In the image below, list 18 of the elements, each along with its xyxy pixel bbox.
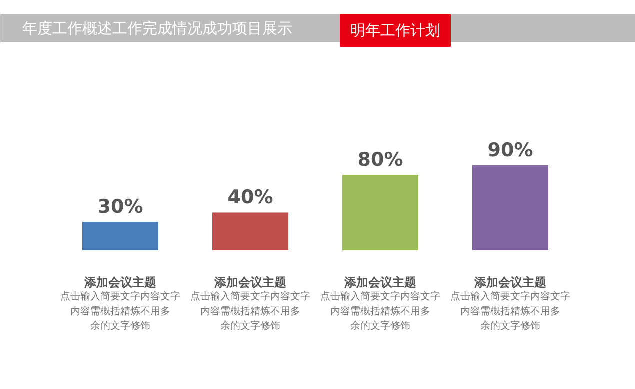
x-tick-label: 添加会议主题 [84,276,156,290]
bar [472,166,548,250]
text: 点击输入简要文字内容文字内容需概括精炼不用多余的文字修饰 [60,290,180,332]
data-label: 30% [98,196,144,218]
chart-title: 年度工作概述工作完成情况成功项目展示 [22,20,292,38]
data-label: 40% [228,186,274,209]
bar [342,174,418,250]
x-tick-label: 添加会议主题 [474,276,546,290]
text: 点击输入简要文字内容文字内容需概括精炼不用多余的文字修饰 [450,290,570,332]
x-tick-label: 添加会议主题 [344,276,416,290]
bar [82,222,158,250]
data-label: 80% [358,148,404,171]
text: 点击输入简要文字内容文字内容需概括精炼不用多余的文字修饰 [190,290,310,332]
chart-subtitle: 明年工作计划 [350,22,440,40]
text: 点击输入简要文字内容文字内容需概括精炼不用多余的文字修饰 [320,290,440,332]
bar [212,212,288,250]
x-tick-label: 添加会议主题 [214,276,286,290]
data-label: 90% [488,140,534,162]
